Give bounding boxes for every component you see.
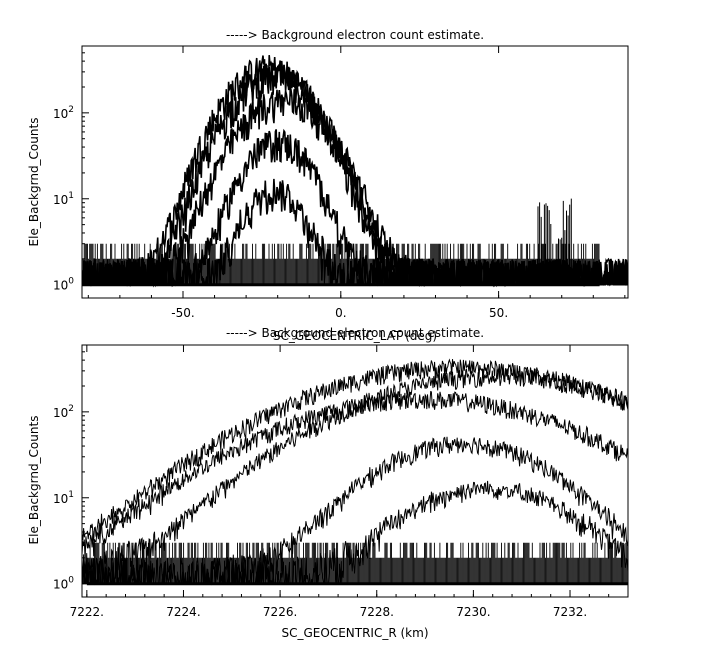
- x-tick-label: 50.: [489, 306, 508, 320]
- x-tick-label: 7224.: [166, 605, 200, 619]
- x-tick-label: 7228.: [360, 605, 394, 619]
- y-tick-label: 100: [53, 576, 74, 592]
- x-axis-ticks: -50. 0. 50.: [87, 46, 626, 320]
- x-tick-label: 7226.: [263, 605, 297, 619]
- x-tick-label: 0.: [335, 306, 346, 320]
- top-panel: -----> Background electron count estimat…: [27, 28, 629, 343]
- data-spike: [558, 198, 572, 285]
- data-series: [82, 480, 628, 586]
- data-spike: [537, 202, 552, 285]
- chart-title: -----> Background electron count estimat…: [226, 28, 484, 42]
- data-series: [82, 358, 628, 541]
- plot-area: [82, 55, 628, 288]
- plot-frame: [81, 344, 629, 598]
- x-axis-ticks: 7222. 7224. 7226. 7228. 7230. 7232.: [70, 345, 629, 619]
- y-tick-label: 102: [53, 105, 74, 121]
- x-axis-label: SC_GEOCENTRIC_R (km): [282, 626, 429, 640]
- plot-frame: [81, 45, 629, 299]
- plot-area: [82, 358, 628, 586]
- x-tick-label: 7230.: [456, 605, 490, 619]
- x-axis-label: SC_GEOCENTRIC_LAT (deg): [273, 329, 437, 343]
- y-axis-ticks: 100 101 102: [53, 344, 89, 592]
- chart-title: -----> Background electron count estimat…: [226, 326, 484, 340]
- y-axis-ticks: 100 101 102: [53, 45, 89, 293]
- y-tick-label: 100: [53, 277, 74, 293]
- data-series: [82, 367, 628, 585]
- data-series: [82, 436, 628, 586]
- bottom-panel: -----> Background electron count estimat…: [27, 326, 629, 640]
- x-tick-label: -50.: [171, 306, 194, 320]
- x-tick-label: 7232.: [553, 605, 587, 619]
- y-axis-label: Ele_Backgrnd_Counts: [27, 118, 41, 247]
- x-tick-label: 7222.: [70, 605, 104, 619]
- y-axis-label: Ele_Backgrnd_Counts: [27, 416, 41, 545]
- y-tick-label: 101: [53, 191, 74, 207]
- data-series: [82, 390, 628, 560]
- data-series: [82, 178, 628, 288]
- y-tick-label: 101: [53, 490, 74, 506]
- y-tick-label: 102: [53, 404, 74, 420]
